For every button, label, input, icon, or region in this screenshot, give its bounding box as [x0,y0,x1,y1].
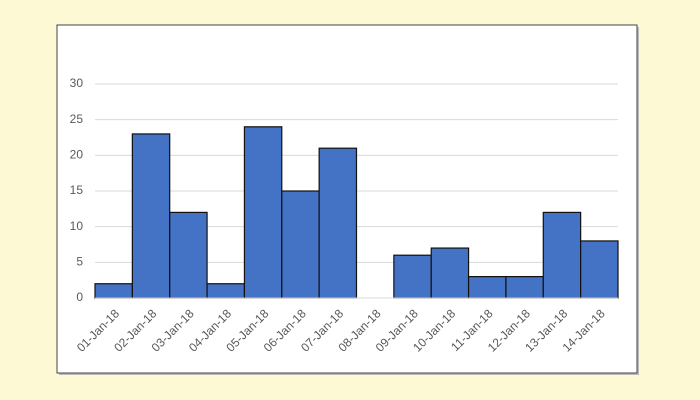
bar [94,283,133,299]
y-tick-label: 15 [70,183,84,197]
bar [542,211,582,299]
y-tick-label: 20 [70,148,84,162]
bar [131,133,171,299]
y-tick-label: 30 [70,76,84,90]
bar [243,126,283,299]
bar [430,247,470,299]
y-tick-label: 25 [70,112,84,126]
y-tick-label: 10 [70,219,84,233]
bar [467,276,507,299]
bar [393,254,432,299]
bar [505,276,544,299]
bar [206,283,246,299]
bar [169,211,208,299]
y-tick-label: 5 [76,255,83,269]
y-tick-label: 0 [76,290,83,304]
bar [281,190,320,299]
bar [318,147,358,299]
bar [580,240,619,299]
